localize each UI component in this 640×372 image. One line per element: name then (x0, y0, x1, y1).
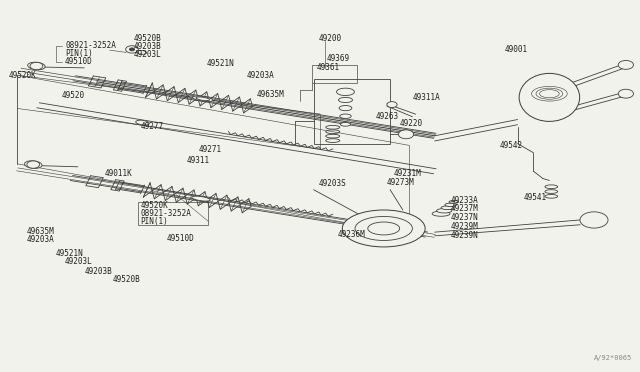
Ellipse shape (342, 210, 425, 247)
Ellipse shape (339, 97, 353, 103)
Circle shape (387, 102, 397, 108)
Circle shape (580, 212, 608, 228)
Circle shape (398, 130, 413, 139)
Text: 49273M: 49273M (387, 178, 415, 187)
Ellipse shape (355, 217, 412, 240)
Text: A/92*0065: A/92*0065 (594, 355, 632, 361)
Text: 49311A: 49311A (412, 93, 440, 102)
Text: 49220: 49220 (399, 119, 423, 128)
Text: 49237N: 49237N (451, 213, 478, 222)
Text: 49521N: 49521N (207, 59, 234, 68)
Text: 49520B: 49520B (113, 275, 141, 283)
Circle shape (383, 225, 395, 232)
Text: 49369: 49369 (326, 54, 349, 63)
Bar (314, 79, 390, 144)
Circle shape (618, 61, 634, 69)
Text: 49521N: 49521N (56, 249, 83, 258)
Bar (312, 65, 357, 83)
Ellipse shape (519, 73, 580, 121)
Text: 49203S: 49203S (319, 179, 346, 187)
Ellipse shape (340, 114, 351, 118)
Ellipse shape (136, 120, 149, 125)
Circle shape (357, 221, 370, 228)
Text: 49263: 49263 (376, 112, 399, 121)
Text: 49635M: 49635M (27, 227, 54, 235)
Ellipse shape (536, 88, 563, 99)
Ellipse shape (368, 222, 399, 235)
Circle shape (30, 62, 43, 70)
Bar (138, 202, 209, 225)
Circle shape (386, 227, 391, 230)
Text: 49203A: 49203A (246, 71, 275, 80)
Circle shape (129, 48, 134, 51)
Text: 49203L: 49203L (134, 50, 162, 59)
Ellipse shape (337, 88, 355, 96)
Ellipse shape (339, 106, 352, 111)
Text: 49200: 49200 (319, 34, 342, 43)
Text: 49231M: 49231M (394, 169, 421, 177)
Circle shape (27, 161, 40, 168)
Text: 08921-3252A: 08921-3252A (140, 209, 191, 218)
Ellipse shape (24, 161, 42, 169)
Text: PIN(1): PIN(1) (140, 217, 168, 226)
Text: 49520K: 49520K (9, 71, 36, 80)
Ellipse shape (193, 96, 213, 102)
Text: 49239N: 49239N (451, 231, 478, 240)
Text: 49271: 49271 (199, 145, 222, 154)
Ellipse shape (540, 90, 559, 98)
Text: 49635M: 49635M (256, 90, 284, 99)
Text: 49203L: 49203L (65, 257, 93, 266)
Ellipse shape (445, 203, 456, 206)
Text: 49203B: 49203B (84, 267, 112, 276)
Ellipse shape (192, 196, 210, 201)
Ellipse shape (449, 201, 459, 203)
Circle shape (361, 223, 366, 226)
Text: 49237M: 49237M (451, 204, 478, 214)
Ellipse shape (441, 206, 454, 210)
Circle shape (618, 89, 634, 98)
Text: 49311: 49311 (186, 155, 209, 165)
Text: 49011K: 49011K (104, 169, 132, 177)
Text: 49001: 49001 (505, 45, 528, 54)
Ellipse shape (532, 86, 567, 101)
Text: 49233A: 49233A (451, 196, 478, 205)
Text: 08921-3252A: 08921-3252A (65, 41, 116, 50)
Text: 49541: 49541 (524, 193, 547, 202)
Text: PIN(1): PIN(1) (65, 49, 93, 58)
Text: 49510D: 49510D (167, 234, 195, 243)
Text: 49542: 49542 (500, 141, 523, 150)
Text: 49203A: 49203A (27, 235, 54, 244)
Ellipse shape (136, 50, 147, 54)
Circle shape (125, 46, 138, 53)
Text: 49277: 49277 (140, 122, 163, 131)
Text: 49520B: 49520B (134, 34, 162, 43)
Text: 49361: 49361 (317, 63, 340, 72)
Ellipse shape (432, 211, 450, 216)
Text: 49520: 49520 (62, 91, 85, 100)
Ellipse shape (196, 97, 209, 100)
Text: 49239M: 49239M (451, 222, 478, 231)
Ellipse shape (436, 209, 452, 213)
Text: 49236M: 49236M (338, 230, 365, 239)
Text: 49520K: 49520K (140, 201, 168, 210)
Text: 49203B: 49203B (134, 42, 162, 51)
Ellipse shape (340, 122, 351, 126)
Text: 49510D: 49510D (65, 57, 93, 67)
